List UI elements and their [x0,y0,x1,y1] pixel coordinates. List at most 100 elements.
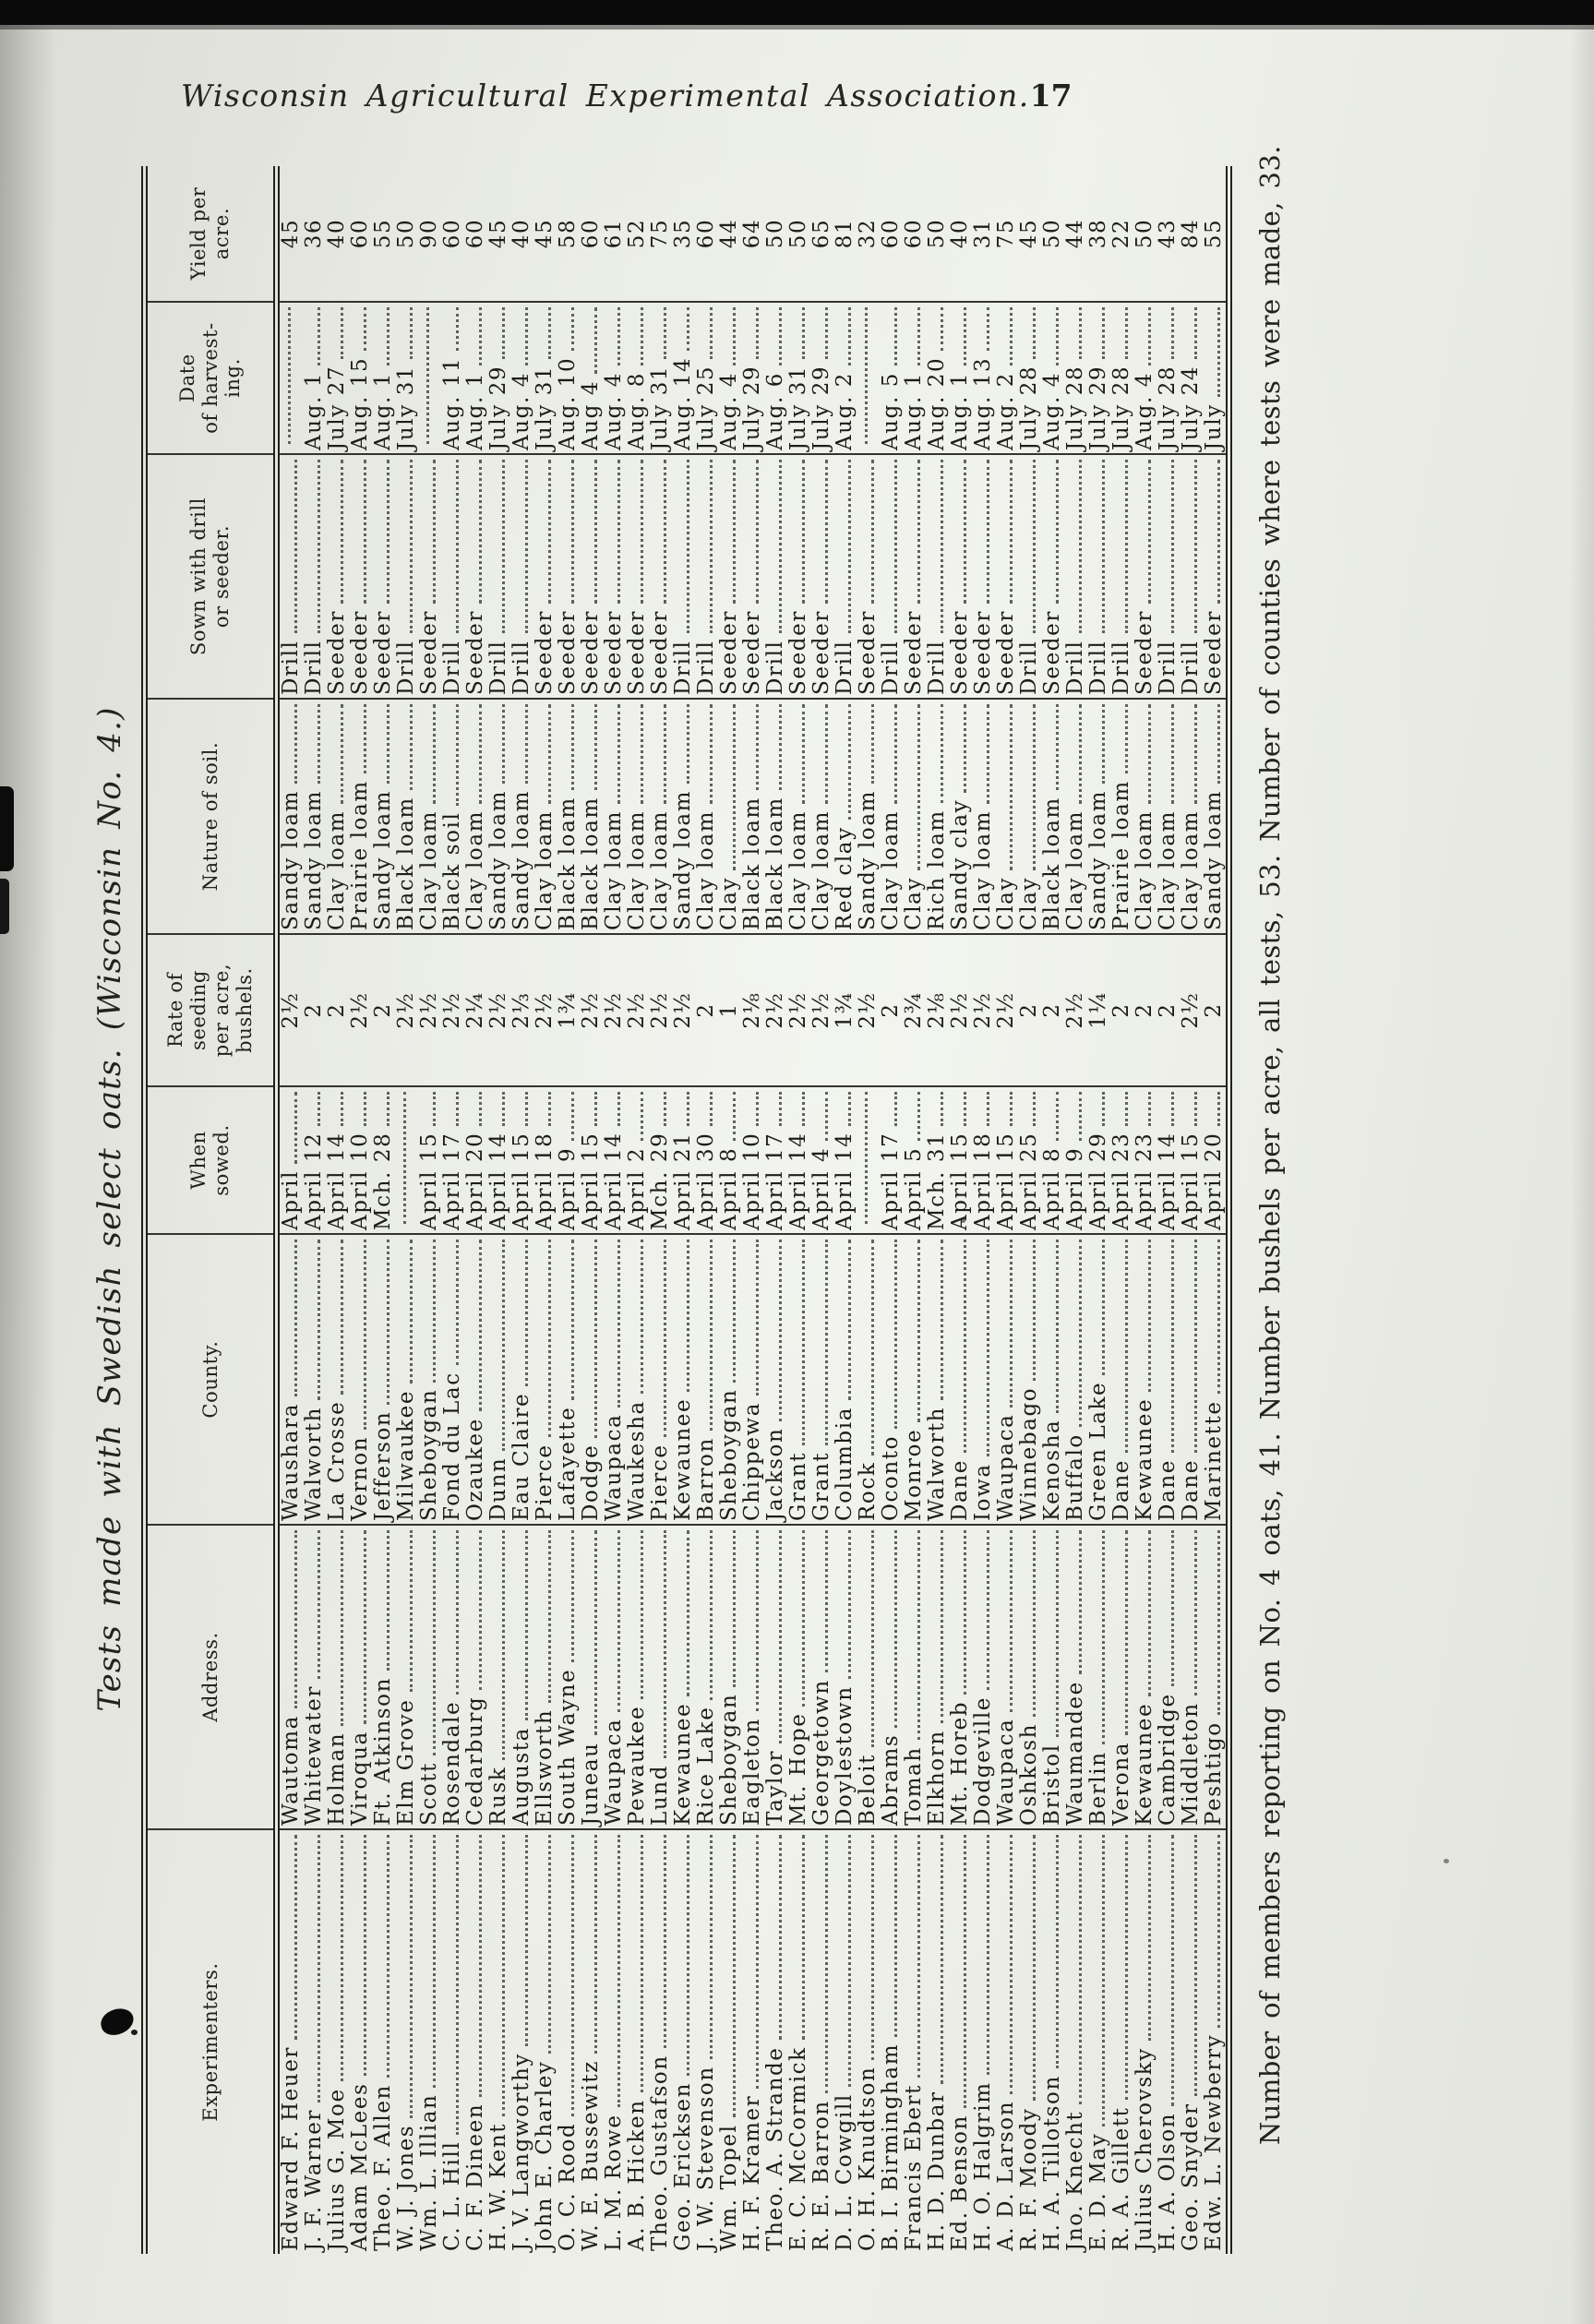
table-row: Julius G. Moe Holman La Crosse April 14 2 Cla… [326,166,349,2254]
cell-county: Waupaca [995,1234,1018,1525]
dotted-leader [1193,307,1197,359]
dotted-leader [823,1530,828,1673]
dotted-leader [477,704,482,804]
cell-sown-with: Drill [1064,454,1087,699]
cell-rate: 2½ [395,934,418,1086]
dotted-leader [893,307,897,365]
cell-rate: 2½ [1064,934,1087,1086]
dotted-leader [454,460,459,634]
dotted-leader [293,460,297,634]
dotted-leader [616,1240,620,1408]
dotted-leader [523,1835,528,2047]
cell-yield: 64 [741,166,764,302]
dotted-leader [431,1092,436,1126]
dotted-leader [616,307,620,365]
cell-experimenter: J. F. Warner [303,1829,326,2254]
dotted-leader [1077,460,1082,634]
cell-yield: 61 [603,166,626,302]
dotted-leader [523,1240,528,1386]
dotted-leader [1216,704,1220,784]
scan-artifact-speck [1444,1859,1449,1863]
dotted-leader [546,1240,551,1438]
dotted-leader [593,1240,597,1438]
cell-experimenter: L. M. Rowe [603,1829,626,2254]
dotted-leader [639,1835,643,2093]
cell-soil: Black loam [557,699,580,934]
cell-experimenter: H. D. Dunbar [926,1829,949,2254]
oats-test-table: Experimenters. Address. County. When sow… [141,166,1232,2254]
cell-date-harvested: July 28 [1064,302,1087,454]
dotted-leader [985,704,989,804]
dotted-leader [616,1835,620,2108]
cell-when-sowed: April 23 [1133,1086,1157,1234]
cell-yield: 60 [441,166,464,302]
cell-yield: 50 [787,166,810,302]
cell-when-sowed: April 17 [441,1086,464,1234]
cell-experimenter: Geo. Snyder [1180,1829,1203,2254]
dotted-leader [639,704,643,804]
dotted-leader [962,460,966,605]
dotted-leader [408,1835,413,2118]
dotted-leader [985,307,989,351]
dotted-leader [500,1092,505,1126]
cell-soil: Clay loam [533,699,557,934]
cell-county: Green Lake [1087,1234,1110,1525]
dotted-leader [1123,307,1128,359]
cell-experimenter: O. H. Knudtson [857,1829,880,2254]
table-caption: Tests made with Swedish select oats. (Wi… [91,706,128,1712]
page-gutter-shadow [0,0,55,2324]
cell-date-harvested: Aug. 14 [672,302,695,454]
cell-experimenter: C. L. Hill [441,1829,464,2254]
cell-rate: 2½ [626,934,649,1086]
dotted-leader [286,307,291,444]
cell-when-sowed: April 15 [580,1086,603,1234]
cell-rate: 2⅛ [741,934,764,1086]
dotted-leader [523,1092,528,1126]
cell-address: Cedarburg [464,1525,487,1829]
dotted-leader [1123,1835,1128,2101]
table-row: B. I. Birmingham Abrams Oconto April 17 2 Cla… [880,166,903,2254]
cell-experimenter: Jno. Knecht [1064,1829,1087,2254]
dotted-leader [708,307,713,359]
cell-experimenter: R. F. Moody [1018,1829,1041,2254]
cell-yield: 60 [903,166,926,302]
cell-rate: 2½ [972,934,995,1086]
cell-address: Taylor [764,1525,787,1829]
dotted-leader [846,1835,851,2088]
dotted-leader [708,1092,713,1126]
dotted-leader [708,460,713,634]
dotted-leader [731,704,736,870]
dotted-leader [1169,307,1174,359]
dotted-leader [569,1092,574,1141]
cell-soil: Sandy loam [1087,699,1110,934]
cell-when-sowed: April 14 [326,1086,349,1234]
dotted-leader [754,460,759,605]
dotted-leader [846,1240,851,1400]
cell-when-sowed [857,1086,880,1234]
dotted-leader [339,307,343,359]
cell-date-harvested: Aug. 8 [626,302,649,454]
cell-when-sowed: April 15 [949,1086,972,1234]
dotted-leader [293,704,297,784]
table-body: Edward F. Heuer Wautoma Waushara April 2½ San… [276,166,1229,2254]
cell-address: Eagleton [741,1525,764,1829]
cell-address: Holman [326,1525,349,1829]
dotted-leader [408,1530,413,1693]
cell-sown-with: Drill [510,454,533,699]
cell-when-sowed: April 5 [903,1086,926,1234]
dotted-leader [408,704,413,791]
dotted-leader [1054,704,1059,791]
scan-artifact-speck [961,1218,965,1223]
dotted-leader [869,460,874,605]
dotted-leader [454,1240,459,1366]
cell-sown-with: Seeder [533,454,557,699]
cell-soil: Prairie loam [1110,699,1133,934]
dotted-leader [1054,460,1059,605]
cell-yield: 44 [1064,166,1087,302]
cell-yield: 45 [276,166,303,302]
cell-county: Dane [1180,1234,1203,1525]
cell-date-harvested: July 29 [810,302,833,454]
cell-yield: 90 [418,166,441,302]
cell-county: Waukesha [626,1234,649,1525]
dotted-leader [662,1530,666,1758]
